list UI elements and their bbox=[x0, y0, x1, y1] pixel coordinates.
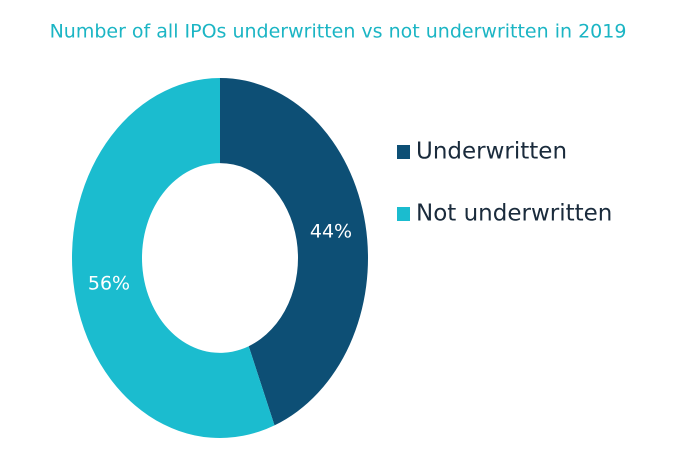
legend-swatch bbox=[397, 145, 410, 159]
legend-swatch bbox=[397, 207, 410, 221]
legend-label: Not underwritten bbox=[416, 201, 612, 227]
legend-label: Underwritten bbox=[416, 139, 567, 165]
data-label: 44% bbox=[310, 221, 352, 243]
data-label: 56% bbox=[88, 272, 130, 294]
donut-slice bbox=[71, 78, 275, 438]
donut bbox=[71, 78, 368, 438]
donut-slice bbox=[220, 78, 368, 426]
chart-title: Number of all IPOs underwritten vs not u… bbox=[50, 21, 627, 43]
